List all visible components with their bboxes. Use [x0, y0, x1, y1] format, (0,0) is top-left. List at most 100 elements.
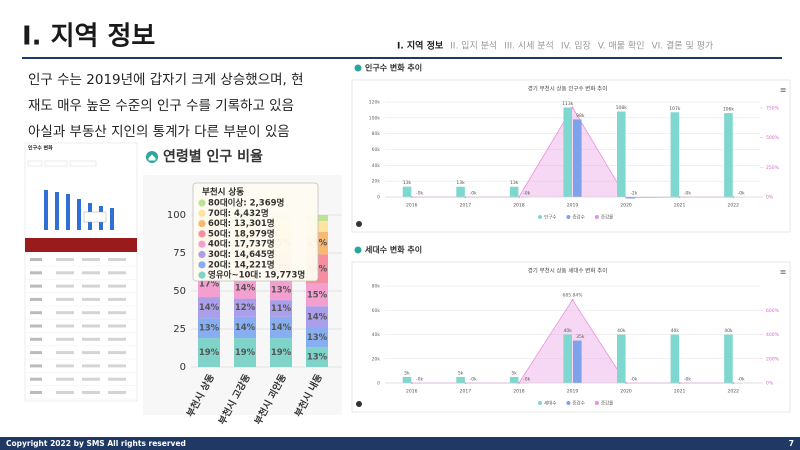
bar [617, 334, 626, 383]
bar-label: 5k [511, 370, 517, 376]
legend-label: 증감률 [601, 214, 613, 221]
tooltip-item: 20대: 14,221명 [208, 259, 275, 270]
thumbnail-cell [108, 337, 126, 341]
tooltip-swatch [198, 271, 206, 279]
area-label: 685.84% [562, 292, 583, 298]
chart-heading: 인구수 변화 추이 [365, 63, 422, 73]
bar [670, 334, 680, 383]
segment-label: 14% [235, 283, 256, 293]
thumbnail-cell [108, 297, 126, 301]
thumbnail-cell [82, 337, 100, 341]
heading-icon-house [148, 154, 156, 161]
segment-label: 13% [199, 324, 220, 334]
y-tick-label: 20k [372, 179, 381, 185]
y-tick-label: 50 [173, 286, 186, 297]
segment-label: 14% [199, 303, 220, 313]
y-tick-label: 40k [372, 163, 381, 169]
tooltip-item: 영유아~10대: 19,773명 [208, 270, 305, 281]
thumbnail-cell [108, 377, 126, 381]
thumbnail-cell [30, 324, 42, 328]
thumbnail-select [44, 160, 68, 167]
heading-icon [354, 246, 362, 254]
thumbnail-cell [56, 258, 74, 261]
y-tick-label: 0 [377, 195, 380, 201]
y2-tick-label: 600% [766, 308, 780, 314]
y-tick-label: 0 [377, 381, 380, 387]
thumbnail-cell [56, 337, 74, 341]
body-line: 재도 매우 높은 수준의 인구 수를 기록하고 있음 [28, 98, 294, 114]
thumbnail-bar [55, 192, 59, 230]
bar-label: 35k [576, 334, 585, 340]
chart-title: 경기 부천시 상동 인구수 변화 추이 [528, 85, 608, 93]
x-tick-label: 2021 [674, 389, 686, 395]
y-tick-label: 0 [180, 362, 186, 373]
y-tick-label: 80k [372, 284, 381, 290]
thumbnail-cell [108, 258, 126, 261]
tooltip-swatch [198, 209, 206, 217]
menu-icon: ≡ [780, 86, 787, 95]
bar-label: -0k [684, 191, 691, 197]
thumbnail-table [25, 258, 137, 400]
thumbnail-cell [82, 351, 100, 355]
y-tick-label: 75 [173, 248, 186, 259]
y-tick-label: 40k [372, 332, 381, 338]
legend-swatch [538, 215, 542, 219]
segment-label: 11% [271, 304, 292, 314]
bar-label: 108k [616, 105, 628, 111]
thumbnail-cell [108, 351, 126, 355]
x-tick-label: 2016 [406, 203, 418, 209]
x-tick-label: 2019 [567, 389, 579, 395]
y-tick-label: 20k [372, 356, 381, 362]
bar [617, 111, 626, 197]
x-tick-label: 2020 [620, 389, 632, 395]
thumbnail-cell [108, 391, 126, 394]
y-tick-label: 25 [173, 324, 186, 335]
thumbnail-cell [108, 284, 126, 288]
thumbnail-cell [56, 351, 74, 355]
bar-label: -0k [684, 377, 691, 383]
y-tick-label: 60k [372, 147, 381, 153]
bar-label: -0k [737, 191, 744, 197]
bar-segment [306, 306, 328, 328]
bar-label: -0k [470, 377, 477, 383]
bar [402, 376, 412, 383]
legend-label: 인구수 [544, 214, 556, 221]
thumbnail-bar [77, 199, 81, 230]
segment-label: 14% [271, 323, 292, 333]
bar-segment [198, 338, 220, 367]
x-tick-label: 2017 [460, 389, 472, 395]
legend-swatch [594, 401, 599, 405]
y-tick-label: 120k [369, 100, 381, 106]
area-point [571, 298, 574, 301]
tooltip-swatch [198, 261, 206, 269]
legend-swatch [538, 401, 542, 405]
thumbnail-bar [44, 190, 48, 230]
thumbnail-cell [82, 377, 100, 381]
x-tick-label: 2022 [727, 389, 739, 395]
thumbnail-cell [30, 258, 42, 261]
y2-tick-label: 0% [766, 381, 774, 387]
bar-segment [270, 280, 292, 301]
bar-label: -0k [416, 377, 423, 383]
x-tick-label: 2018 [513, 389, 525, 395]
bar-label: 5k [404, 370, 410, 376]
y-tick-label: 100k [369, 115, 381, 121]
thumbnail-tooltip [83, 211, 107, 223]
bar [402, 186, 412, 197]
body-line: 인구 수는 2019년에 갑자기 크게 상승했으며, 현 [28, 72, 304, 88]
segment-label: 13% [271, 286, 292, 296]
thumbnail-cell [82, 297, 100, 301]
thumbnail-cell [108, 271, 126, 275]
thumbnail-bar [66, 194, 70, 230]
segment-label: 13% [307, 353, 328, 363]
segment-label: 13% [307, 333, 328, 343]
thumbnail-cell [56, 377, 74, 381]
tooltip-item: 30대: 14,645명 [208, 249, 275, 260]
thumbnail-cell [108, 311, 126, 315]
thumbnail-cell [30, 271, 42, 275]
chart-heading: 연령별 인구 비율 [163, 148, 263, 165]
bar-label: -0k [470, 191, 477, 197]
slide-title: I. 지역 정보 [22, 22, 155, 52]
